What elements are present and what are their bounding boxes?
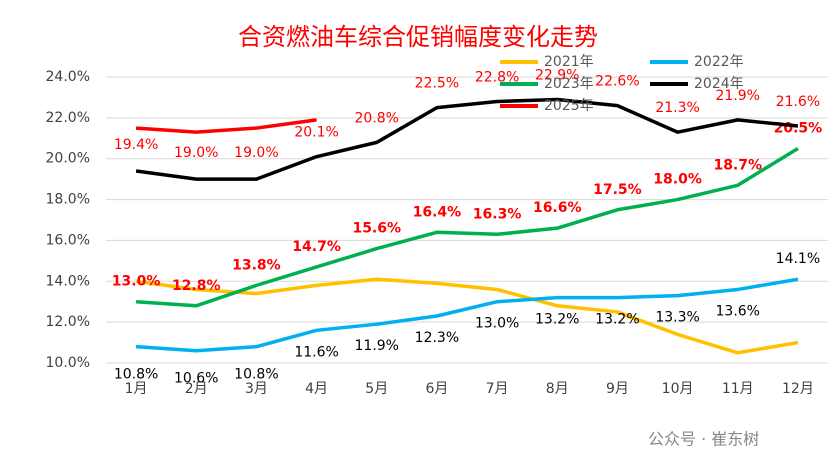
data-label: 19.4% xyxy=(114,137,158,153)
data-label: 13.0% xyxy=(475,316,519,332)
chart-title: 合资燃油车综合促销幅度变化走势 xyxy=(238,23,598,51)
data-label: 13.3% xyxy=(655,310,699,326)
data-label: 17.5% xyxy=(593,182,642,198)
x-tick-label: 5月 xyxy=(365,381,388,397)
data-label: 13.0% xyxy=(112,274,161,290)
series-line xyxy=(135,147,799,308)
x-tick-label: 11月 xyxy=(722,381,754,397)
legend-label: 2022年 xyxy=(694,54,744,70)
data-label: 16.6% xyxy=(533,200,582,216)
x-tick-label: 6月 xyxy=(425,381,448,397)
data-label: 12.8% xyxy=(172,278,221,294)
data-label: 10.6% xyxy=(174,371,218,387)
data-label: 13.8% xyxy=(232,257,281,273)
x-tick-label: 3月 xyxy=(245,381,268,397)
series-line xyxy=(135,277,799,355)
data-label: 20.1% xyxy=(294,125,338,141)
legend-label: 2025年 xyxy=(544,98,594,114)
series-line xyxy=(135,97,799,181)
y-tick-label: 24.0% xyxy=(46,69,90,85)
y-tick-label: 16.0% xyxy=(46,232,90,248)
data-label: 10.8% xyxy=(114,367,158,383)
y-tick-label: 10.0% xyxy=(46,355,90,371)
data-label: 14.7% xyxy=(292,239,341,255)
data-label: 22.9% xyxy=(535,67,579,83)
data-label: 22.8% xyxy=(475,70,519,86)
data-label: 19.0% xyxy=(174,145,218,161)
y-tick-label: 18.0% xyxy=(46,192,90,208)
data-label: 21.6% xyxy=(776,94,820,110)
x-tick-label: 9月 xyxy=(606,381,629,397)
x-tick-label: 8月 xyxy=(546,381,569,397)
legend-label: 2024年 xyxy=(694,76,744,92)
data-label: 10.8% xyxy=(234,367,278,383)
data-label: 16.3% xyxy=(473,206,522,222)
x-tick-label: 12月 xyxy=(782,381,814,397)
y-tick-label: 12.0% xyxy=(46,314,90,330)
x-tick-label: 1月 xyxy=(125,381,148,397)
data-label: 15.6% xyxy=(352,221,401,237)
data-label: 13.6% xyxy=(716,303,760,319)
series-line xyxy=(135,277,799,353)
data-label: 21.9% xyxy=(716,88,760,104)
x-tick-label: 10月 xyxy=(662,381,694,397)
x-tick-label: 2月 xyxy=(185,381,208,397)
data-label: 22.6% xyxy=(595,74,639,90)
data-label: 13.2% xyxy=(535,312,579,328)
data-label: 22.5% xyxy=(415,76,459,92)
y-tick-label: 14.0% xyxy=(46,273,90,289)
data-label: 20.8% xyxy=(355,110,399,126)
watermark: 公众号 · 崔东树 xyxy=(648,430,759,449)
data-label: 12.3% xyxy=(415,330,459,346)
data-label: 18.7% xyxy=(713,157,762,173)
data-label: 11.6% xyxy=(294,344,338,360)
legend-label: 2023年 xyxy=(544,76,594,92)
legend-label: 2021年 xyxy=(544,54,594,70)
x-tick-label: 7月 xyxy=(486,381,509,397)
y-tick-label: 20.0% xyxy=(46,151,90,167)
data-label: 14.1% xyxy=(776,251,820,267)
data-label: 11.9% xyxy=(355,338,399,354)
data-label: 19.0% xyxy=(234,145,278,161)
x-tick-label: 4月 xyxy=(305,381,328,397)
y-tick-label: 22.0% xyxy=(46,110,90,126)
data-label: 16.4% xyxy=(413,204,462,220)
series-line xyxy=(135,118,317,134)
data-label: 13.2% xyxy=(595,312,639,328)
data-label: 21.3% xyxy=(655,100,699,116)
data-label: 18.0% xyxy=(653,172,702,188)
